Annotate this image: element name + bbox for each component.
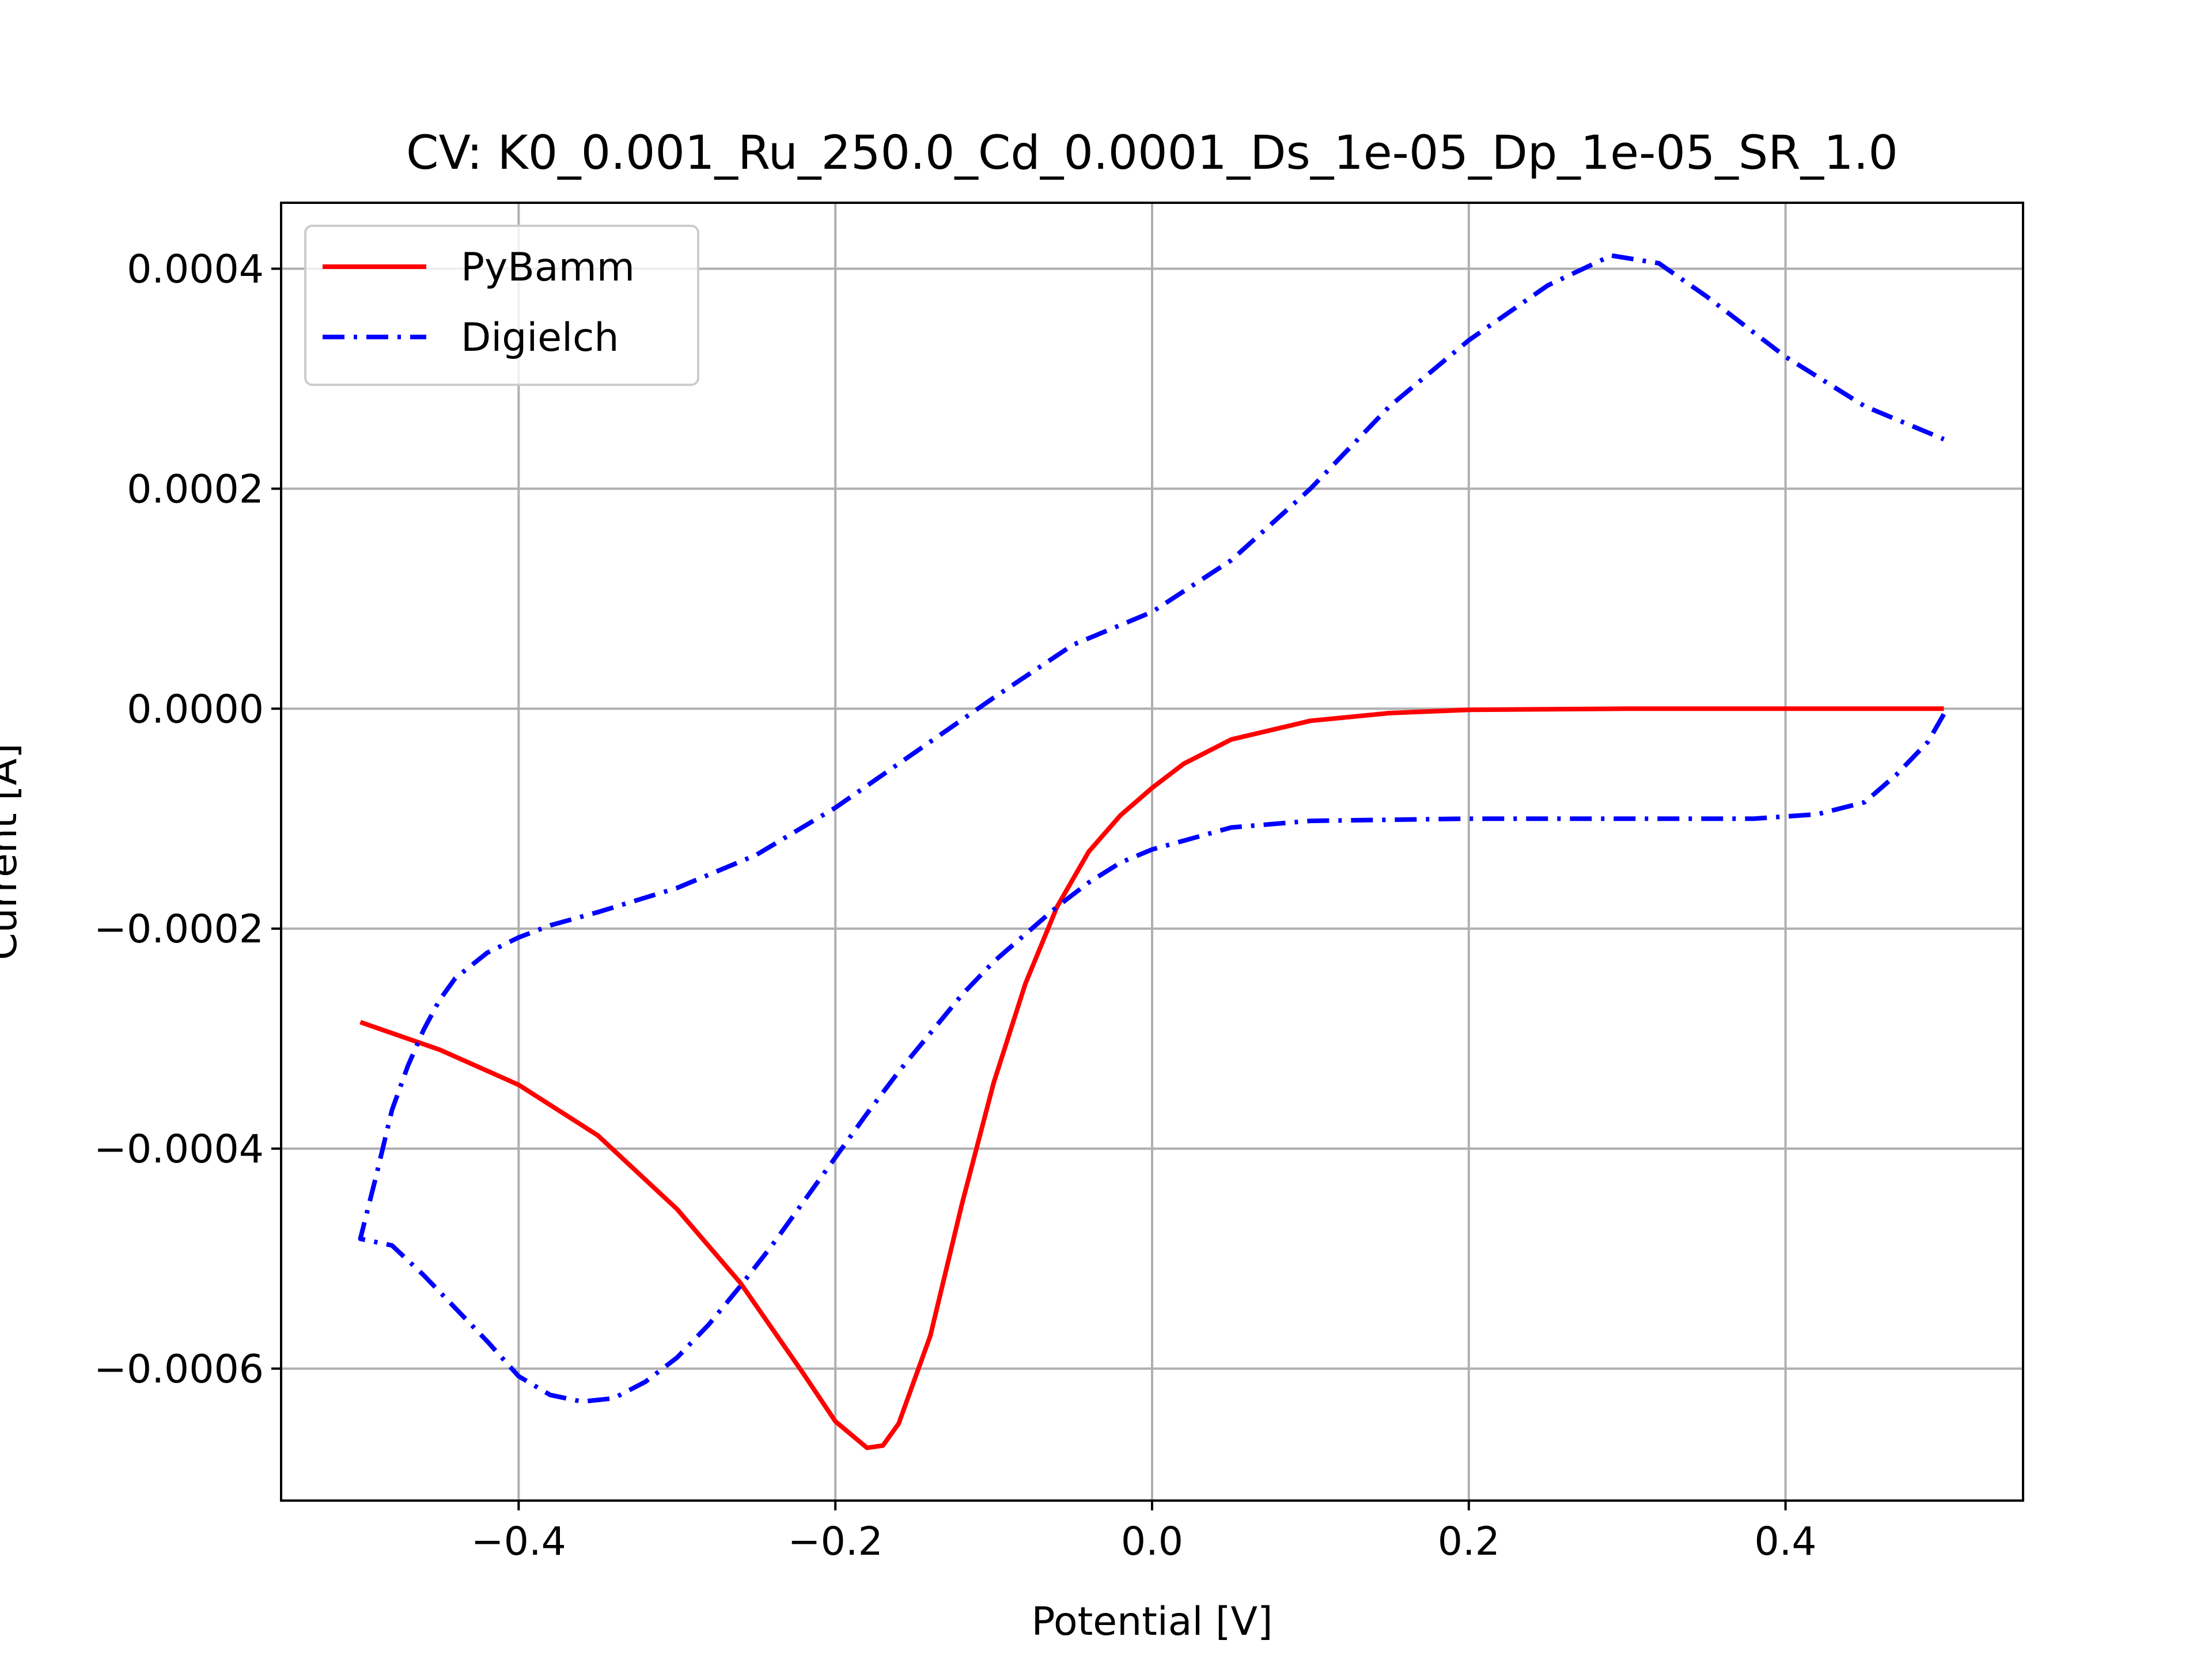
x-tick-label: −0.4: [471, 1519, 566, 1565]
y-axis-label: Current [A]: [0, 743, 26, 960]
x-axis-ticks: −0.4 −0.2 0.0 0.2 0.4: [471, 1501, 1817, 1565]
y-tick-label: 0.0002: [127, 467, 264, 512]
legend: PyBamm Digielch: [304, 225, 699, 386]
x-tick-label: 0.0: [1121, 1519, 1183, 1565]
x-axis-label: Potential [V]: [1031, 1599, 1272, 1645]
y-tick-label: 0.0000: [127, 687, 264, 732]
x-tick-label: 0.2: [1438, 1519, 1500, 1565]
x-tick-label: 0.4: [1755, 1519, 1817, 1565]
y-axis-ticks: 0.0004 0.0002 0.0000 −0.0002 −0.0004 −0.0006: [94, 247, 281, 1392]
y-tick-label: 0.0004: [127, 247, 264, 293]
y-tick-label: −0.0006: [94, 1347, 264, 1392]
x-tick-label: −0.2: [788, 1519, 883, 1565]
chart-title: CV: K0_0.001_Ru_250.0_Cd_0.0001_Ds_1e-05…: [406, 126, 1898, 180]
y-tick-label: −0.0002: [94, 907, 264, 952]
y-tick-label: −0.0004: [94, 1127, 264, 1172]
legend-label-digielch: Digielch: [461, 315, 619, 361]
legend-label-pybamm: PyBamm: [461, 245, 635, 290]
series-lines: [358, 253, 1946, 1450]
series-line-pybamm: [359, 706, 1944, 1450]
